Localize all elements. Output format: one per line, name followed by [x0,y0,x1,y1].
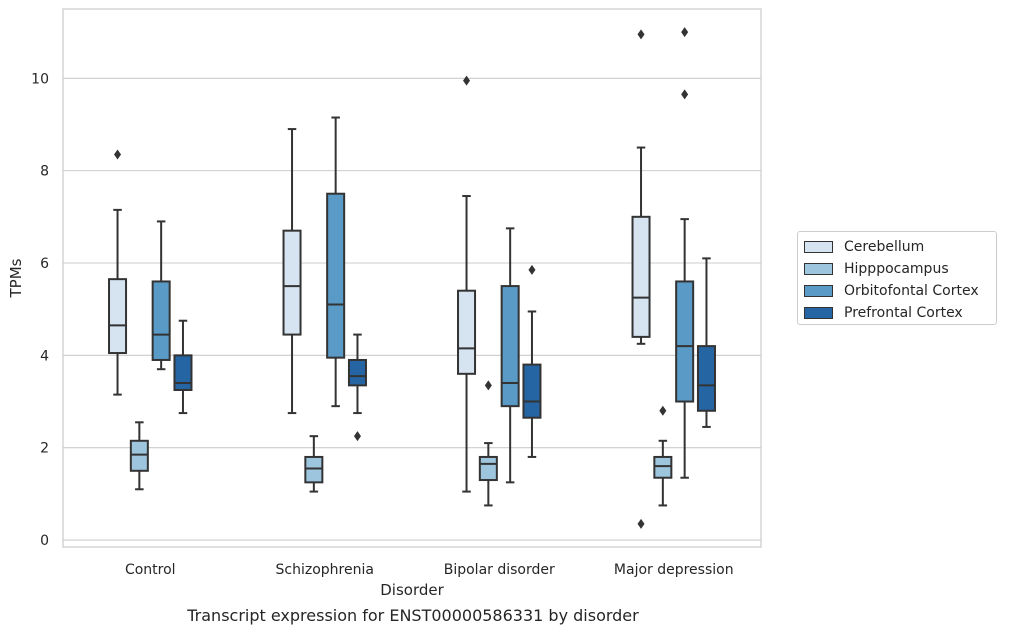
outlier-point [463,75,471,86]
y-tick-label: 0 [40,533,49,549]
iqr-box [347,358,367,387]
box-0-0 [108,149,128,396]
x-tick-label: Schizophrenia [276,562,374,578]
legend-swatch-prefrontal [804,307,833,319]
legend-label: Orbitofontal Cortex [844,283,979,299]
outlier-point [528,264,536,275]
y-tick-labels: 0 2 4 6 8 10 [31,71,49,549]
iqr-box [304,455,324,484]
y-tick-label: 2 [40,441,49,457]
iqr-box [500,285,520,408]
legend-label: Prefrontal Cortex [844,305,963,321]
outlier-point [114,149,122,160]
box-3-3 [696,257,716,428]
y-tick-label: 8 [40,164,49,180]
legend-swatch-orbitofrontal [804,285,833,297]
box-0-1 [129,421,149,491]
box-1-2 [326,116,346,408]
iqr-box [326,192,346,359]
outlier-point [681,89,689,100]
box-3-1 [653,405,673,507]
box-0-3 [173,319,193,415]
iqr-box [129,439,149,472]
legend-item: Cerebellum [804,236,990,258]
figure-caption: Transcript expression for ENST0000058633… [187,606,639,625]
x-tick-label: Bipolar disorder [444,562,555,578]
legend-label: Cerebellum [844,239,925,255]
plot-area [62,8,762,548]
outlier-point [484,380,492,391]
box-1-1 [304,435,324,493]
outlier-point [681,27,689,38]
box-2-3 [522,264,542,458]
outlier-point [637,518,645,529]
y-tick-label: 10 [31,71,49,87]
iqr-box [696,345,716,412]
box-0-2 [151,220,171,371]
box-2-0 [457,75,477,493]
iqr-box [282,229,302,336]
iqr-box [151,280,171,361]
iqr-box [653,455,673,479]
legend-item: Prefrontal Cortex [804,302,990,324]
iqr-box [522,363,542,419]
box-1-3 [347,333,367,442]
box-3-2 [675,27,695,479]
box-2-2 [500,227,520,484]
x-axis-label: Disorder [380,581,444,599]
y-axis-label: TPMs [7,258,25,298]
legend: Cerebellum Hipppocampus Orbitofontal Cor… [797,231,997,325]
outlier-point [353,431,361,442]
outlier-point [659,405,667,416]
iqr-box [108,278,128,355]
iqr-box [675,280,695,403]
box-series [108,27,716,529]
iqr-box [631,215,651,338]
y-tick-label: 4 [40,348,49,364]
box-2-1 [478,380,498,507]
iqr-box [173,354,193,391]
iqr-box [478,455,498,482]
x-tick-label: Major depression [614,562,734,578]
box-1-0 [282,128,302,415]
legend-swatch-cerebellum [804,241,833,253]
legend-label: Hipppocampus [844,261,949,277]
box-3-0 [631,29,651,529]
legend-item: Hipppocampus [804,258,990,280]
y-tick-label: 6 [40,256,49,272]
x-tick-label: Control [125,562,176,578]
outlier-point [637,29,645,40]
iqr-box [457,289,477,375]
legend-swatch-hippocampus [804,263,833,275]
legend-item: Orbitofontal Cortex [804,280,990,302]
x-tick-labels: Control Schizophrenia Bipolar disorder Majo… [125,562,734,578]
